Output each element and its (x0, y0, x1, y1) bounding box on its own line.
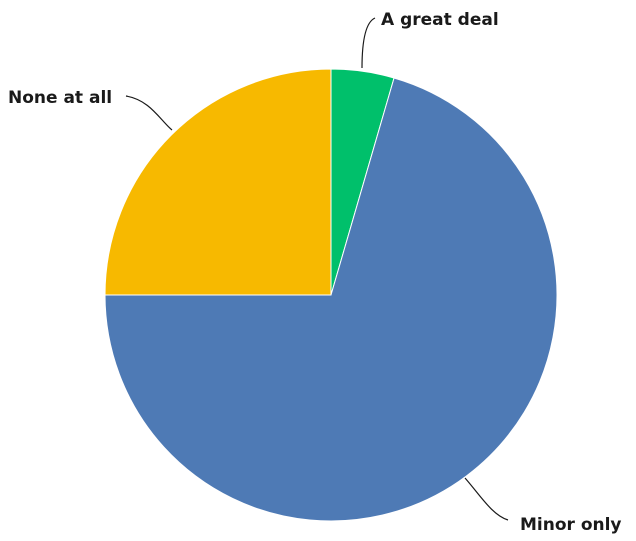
slice-label-none-at-all: None at all (8, 88, 112, 108)
pie-slices (104, 68, 558, 522)
slice-labels: A great deal Minor only None at all (8, 10, 622, 535)
leader-line-none-at-all (125, 95, 173, 131)
leader-line-a-great-deal (361, 17, 376, 69)
pie-slice-minor-only (104, 77, 558, 522)
slice-label-minor-only: Minor only (520, 515, 622, 535)
leader-line-minor-only (464, 477, 509, 521)
slice-label-a-great-deal: A great deal (381, 10, 499, 30)
pie-slice-none-at-all (104, 68, 332, 296)
leader-lines (125, 17, 509, 521)
